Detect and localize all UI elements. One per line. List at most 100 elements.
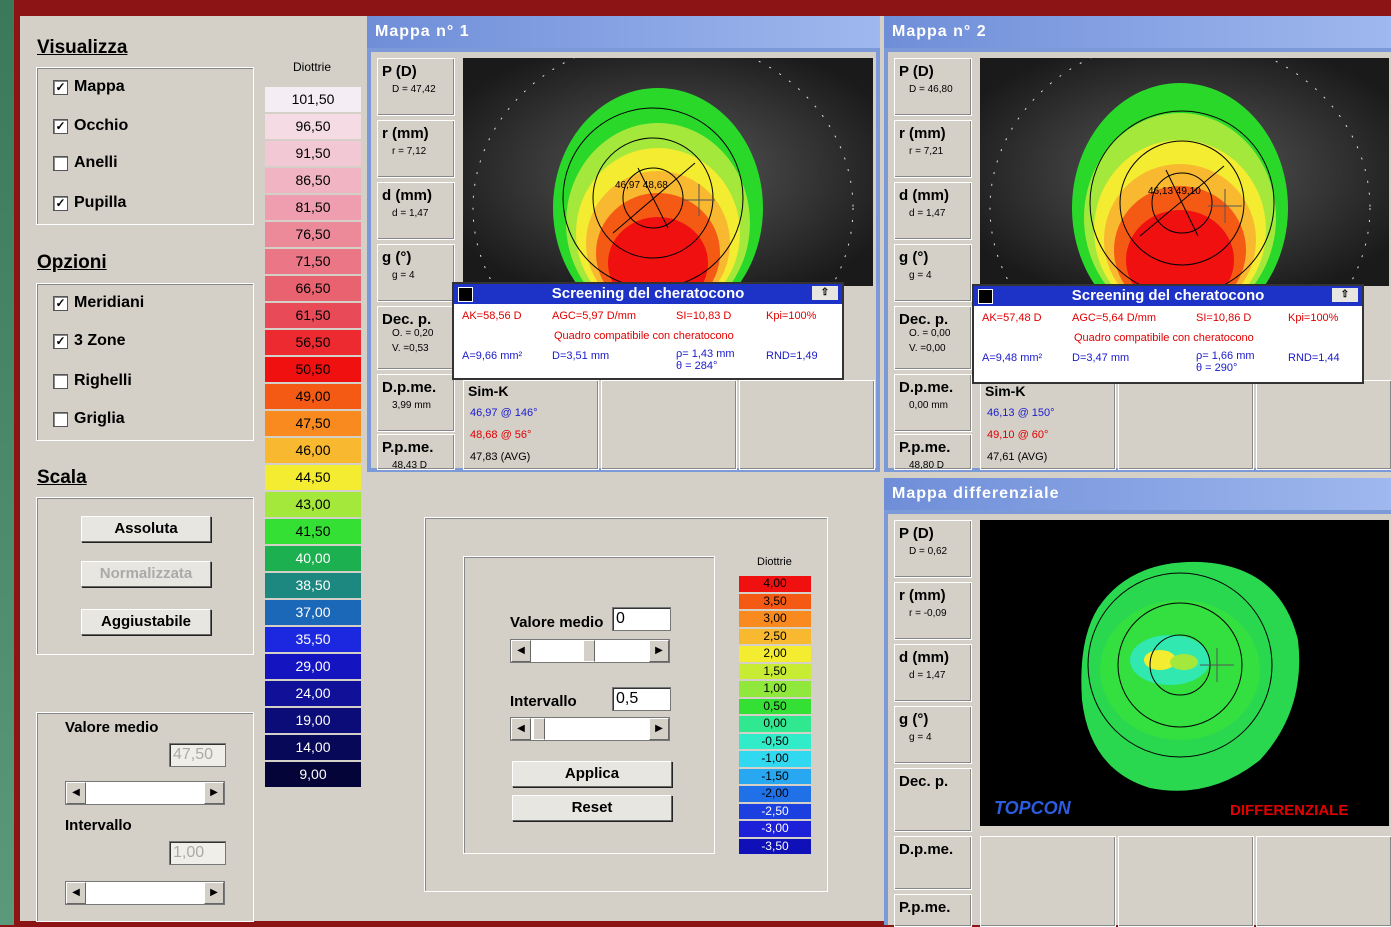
- checkbox-meridiani-box[interactable]: ✓: [53, 295, 68, 311]
- left-valore-medio-scrollbar[interactable]: ◀ ▶: [65, 781, 225, 805]
- scroll-right-icon[interactable]: ▶: [649, 640, 669, 662]
- center-intervallo-scrollbar[interactable]: ◀ ▶: [510, 717, 670, 741]
- normalizzata-button[interactable]: Normalizzata: [81, 561, 211, 587]
- map1-dec-v: V. =0,53: [392, 343, 429, 354]
- map1-dec-label: Dec. p.: [382, 311, 432, 328]
- map2-simk-k2: 49,10 @ 60°: [987, 429, 1049, 441]
- diff-ppme-label: P.p.me.: [899, 899, 951, 916]
- diff-r-value: r = -0,09: [909, 608, 947, 619]
- checkbox-anelli-box[interactable]: [53, 155, 68, 171]
- checkbox-occhio-box[interactable]: ✓: [53, 118, 68, 134]
- checkbox-3-zone-box[interactable]: ✓: [53, 333, 68, 349]
- left-slider-group: Valore medio 47,50 ◀ ▶ Intervallo 1,00 ◀ ▶: [36, 712, 254, 922]
- map2-a: A=9,48 mm²: [982, 352, 1043, 364]
- scale2-swatch: 1,00: [739, 681, 811, 697]
- checkbox-anelli[interactable]: Anelli: [53, 154, 118, 172]
- checkbox-righelli[interactable]: Righelli: [53, 372, 132, 390]
- scale2-swatch: -0,50: [739, 733, 811, 749]
- scroll-right-icon[interactable]: ▶: [204, 782, 224, 804]
- applica-button[interactable]: Applica: [512, 761, 672, 787]
- map1-simk-cell: Sim-K 46,97 @ 146° 48,68 @ 56° 47,83 (AV…: [463, 380, 599, 470]
- scroll-left-icon[interactable]: ◀: [66, 782, 86, 804]
- scale1-swatch: 46,00: [265, 438, 361, 465]
- assoluta-button[interactable]: Assoluta: [81, 516, 211, 542]
- topcon-logo: TOPCON: [994, 798, 1071, 818]
- scroll-track[interactable]: [86, 782, 204, 804]
- scroll-left-icon[interactable]: ◀: [66, 882, 86, 904]
- map1-screening-body: AK=58,56 D AGC=5,97 D/mm SI=10,83 D Kpi=…: [454, 304, 842, 372]
- left-valore-medio-label: Valore medio: [65, 719, 159, 736]
- map1-screening-collapse-icon[interactable]: ⇧: [812, 286, 838, 300]
- scale1-swatch: 43,00: [265, 492, 361, 519]
- map2-si: SI=10,86 D: [1196, 312, 1252, 324]
- scale1-swatch: 49,00: [265, 384, 361, 411]
- checkbox-pupilla[interactable]: ✓ Pupilla: [53, 194, 126, 212]
- left-valore-medio-field[interactable]: 47,50: [169, 743, 226, 767]
- map2-grid-cell-2: [1118, 380, 1254, 470]
- reset-button[interactable]: Reset: [512, 795, 672, 821]
- scroll-thumb[interactable]: [583, 640, 595, 662]
- checkbox-meridiani[interactable]: ✓ Meridiani: [53, 294, 144, 312]
- map2-image[interactable]: 46,13 49,10: [980, 58, 1389, 286]
- map1-rnd: RND=1,49: [766, 350, 818, 362]
- scale1-swatch: 24,00: [265, 681, 361, 708]
- map2-ppme-label: P.p.me.: [899, 439, 951, 456]
- left-intervallo-field[interactable]: 1,00: [169, 841, 226, 865]
- center-valore-medio-scrollbar[interactable]: ◀ ▶: [510, 639, 670, 663]
- map1-d-label: d (mm): [382, 187, 432, 204]
- diff-p-label: P (D): [899, 525, 934, 542]
- scroll-track[interactable]: [531, 718, 649, 740]
- checkbox-griglia[interactable]: Griglia: [53, 410, 125, 428]
- map1-body: P (D) D = 47,42 r (mm) r = 7,12 d (mm) d = …: [371, 52, 876, 470]
- checkbox-occhio[interactable]: ✓ Occhio: [53, 117, 128, 135]
- scale2-swatch: 4,00: [739, 576, 811, 592]
- checkbox-occhio-label: Occhio: [74, 117, 129, 134]
- map2-dpme-cell: D.p.me. 0,00 mm: [894, 374, 972, 432]
- map2-ppme-cell: P.p.me. 48,80 D: [894, 434, 972, 470]
- checkbox-griglia-box[interactable]: [53, 411, 68, 427]
- scala-group: Assoluta Normalizzata Aggiustabile: [36, 497, 254, 655]
- diff-image[interactable]: TOPCON DIFFERENZIALE: [980, 520, 1389, 826]
- checkbox-mappa-box[interactable]: ✓: [53, 79, 68, 95]
- map1-quadro: Quadro compatibile con cheratocono: [554, 330, 734, 342]
- center-valore-medio-field[interactable]: 0: [612, 607, 671, 631]
- map1-image[interactable]: 46,97 48,68: [463, 58, 873, 286]
- left-intervallo-scrollbar[interactable]: ◀ ▶: [65, 881, 225, 905]
- scroll-left-icon[interactable]: ◀: [511, 718, 531, 740]
- map2-dec-v: V. =0,00: [909, 343, 946, 354]
- checkbox-mappa[interactable]: ✓ Mappa: [53, 78, 125, 96]
- map2-quadro: Quadro compatibile con cheratocono: [1074, 332, 1254, 344]
- checkbox-pupilla-box[interactable]: ✓: [53, 195, 68, 211]
- diff-dpme-label: D.p.me.: [899, 841, 954, 858]
- aggiustabile-button[interactable]: Aggiustabile: [81, 609, 211, 635]
- scale1-swatch: 40,00: [265, 546, 361, 573]
- scroll-thumb[interactable]: [533, 718, 545, 740]
- scale1-swatch: 96,50: [265, 114, 361, 141]
- scroll-track[interactable]: [86, 882, 204, 904]
- map2-screening-collapse-icon[interactable]: ⇧: [1332, 288, 1358, 302]
- checkbox-anelli-label: Anelli: [74, 154, 118, 171]
- diff-grid-cell-3: [1256, 836, 1391, 927]
- map1-dpme-label: D.p.me.: [382, 379, 437, 396]
- scroll-track[interactable]: [531, 640, 649, 662]
- map1-screening-system-icon[interactable]: [458, 287, 473, 302]
- map2-ppme-value: 48,80 D: [909, 460, 945, 470]
- scale2-swatch: 0,00: [739, 716, 811, 732]
- map1-grid-cell-3: [739, 380, 875, 470]
- map2-body: P (D) D = 46,80 r (mm) r = 7,21 d (mm) d = …: [888, 52, 1391, 470]
- center-intervallo-field[interactable]: 0,5: [612, 687, 671, 711]
- scroll-left-icon[interactable]: ◀: [511, 640, 531, 662]
- checkbox-righelli-box[interactable]: [53, 373, 68, 389]
- map1-rho: ρ= 1,43 mm: [676, 348, 735, 360]
- map2-p-label: P (D): [899, 63, 934, 80]
- map1-title: Mappa n° 1: [367, 16, 880, 48]
- scroll-right-icon[interactable]: ▶: [649, 718, 669, 740]
- map1-p-value: D = 47,42: [392, 84, 436, 95]
- map1-screening-dialog: Screening del cheratocono ⇧ AK=58,56 D AG…: [452, 282, 844, 380]
- checkbox-3-zone[interactable]: ✓ 3 Zone: [53, 332, 126, 350]
- map1-a: A=9,66 mm²: [462, 350, 523, 362]
- scale2-swatch: -3,50: [739, 838, 811, 854]
- diff-g-value: g = 4: [909, 732, 932, 743]
- map2-screening-system-icon[interactable]: [978, 289, 993, 304]
- scroll-right-icon[interactable]: ▶: [204, 882, 224, 904]
